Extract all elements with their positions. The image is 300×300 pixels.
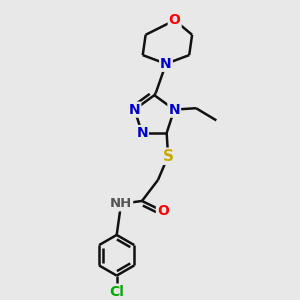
Text: O: O (169, 13, 181, 27)
Text: O: O (157, 204, 169, 218)
Text: N: N (129, 103, 140, 117)
Text: N: N (136, 126, 148, 140)
Text: S: S (163, 149, 174, 164)
Text: N: N (168, 103, 180, 117)
Text: N: N (160, 57, 172, 71)
Text: Cl: Cl (109, 285, 124, 298)
Text: NH: NH (110, 197, 132, 210)
